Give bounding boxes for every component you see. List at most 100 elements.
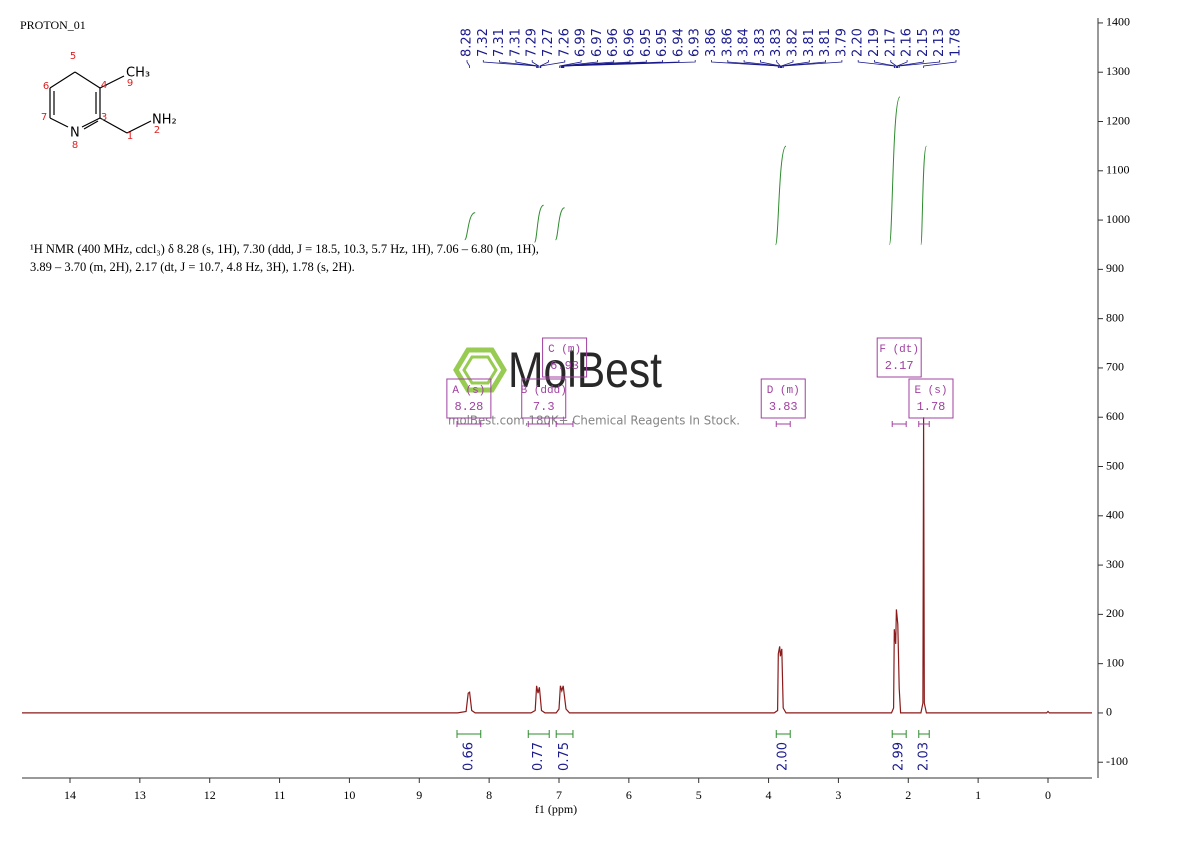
x-tick-label: 4 [766, 788, 772, 802]
multiplet: A (s) 8.28 [446, 378, 492, 427]
integral-curve [555, 207, 565, 241]
bond [99, 75, 125, 89]
y-tick-label: 600 [1106, 409, 1124, 423]
peak-label: 3.83 [753, 28, 768, 57]
peak-label: 7.27 [541, 28, 556, 57]
multiplet-label: E (s) [914, 385, 947, 397]
multiplet-box [908, 378, 954, 419]
bond [49, 117, 69, 128]
multiplet-box [876, 337, 922, 378]
bond [74, 71, 101, 89]
x-tick-label: 2 [905, 788, 911, 802]
peak-label: 6.97 [590, 28, 605, 57]
peak-leader [897, 60, 924, 68]
integral-curve [888, 96, 901, 246]
watermark: MolBest molBest.com,180K+ Chemical Reage… [448, 342, 740, 427]
integration [775, 730, 791, 738]
peak-label: 3.83 [769, 28, 784, 57]
peak-label: 8.28 [460, 28, 475, 57]
locant: 9 [127, 78, 133, 89]
peak-leader [857, 60, 895, 68]
peak-leader [896, 60, 908, 68]
locant: 2 [154, 125, 160, 136]
peak-label: 3.86 [720, 28, 735, 57]
multiplet-label: C (m) [548, 344, 581, 356]
integral-curve [775, 145, 787, 246]
peak-label: 3.81 [818, 28, 833, 57]
bond [49, 71, 76, 89]
y-tick-label: 1200 [1106, 113, 1130, 127]
peak-leader [743, 60, 781, 68]
multiplet-box [542, 337, 588, 378]
peak-label: 7.26 [557, 28, 572, 57]
y-tick-label: 1300 [1106, 64, 1130, 78]
y-tick-label: 400 [1106, 508, 1124, 522]
peak-leader [561, 60, 631, 68]
peak-label: 6.95 [639, 28, 654, 57]
peak-label: 2.19 [867, 28, 882, 57]
y-tick-label: 1400 [1106, 15, 1130, 29]
locant: 8 [72, 140, 78, 151]
multiplet-shift: 7.3 [533, 400, 555, 414]
peak-label: 6.96 [623, 28, 638, 57]
locant: 1 [127, 131, 133, 142]
x-tick-label: 13 [134, 788, 146, 802]
peak-leader [780, 60, 794, 68]
peak-label: 6.94 [671, 28, 686, 57]
peak-label: 6.96 [606, 28, 621, 57]
peak-label: 3.79 [834, 28, 849, 57]
peak-label: 7.32 [476, 28, 491, 57]
integral-curve [464, 212, 476, 241]
x-tick-label: 10 [343, 788, 355, 802]
multiplet-shift: 3.83 [769, 400, 798, 414]
multiplet-label: D (m) [767, 385, 800, 397]
peak-leader [482, 60, 538, 68]
peak-label: 7.31 [492, 28, 507, 57]
x-tick-label: 7 [556, 788, 562, 802]
structure [49, 71, 152, 134]
peak-label: 7.29 [525, 28, 540, 57]
peak-leader [727, 60, 779, 68]
integral-curve [534, 204, 545, 243]
x-tick-label: 0 [1045, 788, 1051, 802]
integration-label: 2.03 [916, 742, 931, 771]
peak-label: 6.99 [574, 28, 589, 57]
peak-label: 2.15 [916, 28, 931, 57]
peak-label: 2.20 [851, 28, 866, 57]
y-tick-label: 500 [1106, 458, 1124, 472]
peak-leader [560, 60, 598, 68]
x-tick-label: 9 [416, 788, 422, 802]
peak-leader [559, 60, 582, 68]
bond [126, 120, 152, 134]
multiplet-shift: 1.78 [917, 400, 946, 414]
peak-leader [466, 60, 470, 68]
integration [456, 730, 482, 738]
integration-label: 2.99 [892, 742, 907, 771]
logo [453, 347, 507, 393]
peak-leader [776, 60, 781, 68]
y-tick-label: 800 [1106, 310, 1124, 324]
multiplet-box [760, 378, 806, 419]
spectrum [22, 417, 1092, 714]
integration-label: 0.75 [557, 742, 572, 771]
locant: 7 [41, 112, 47, 123]
y-tick-label: 100 [1106, 655, 1124, 669]
multiplet: C (m) 6.93 [542, 337, 588, 427]
multiplet-label: B (ddd) [521, 385, 567, 397]
x-tick-label: 3 [835, 788, 841, 802]
peak-label: 1.78 [949, 28, 964, 57]
logo [462, 355, 498, 385]
peak-leader [781, 60, 826, 68]
integration [918, 730, 930, 738]
peak-label: 3.86 [704, 28, 719, 57]
peak-label: 3.84 [737, 28, 752, 57]
peak-label: 2.16 [900, 28, 915, 57]
peak-leader [874, 60, 896, 68]
description-line: 3.89 – 3.70 (m, 2H), 2.17 (dt, J = 10.7,… [30, 260, 355, 274]
x-axis-label: f1 (ppm) [535, 802, 577, 816]
y-tick-label: -100 [1106, 754, 1128, 768]
peak-leader [563, 60, 696, 68]
y-tick-label: 200 [1106, 606, 1124, 620]
